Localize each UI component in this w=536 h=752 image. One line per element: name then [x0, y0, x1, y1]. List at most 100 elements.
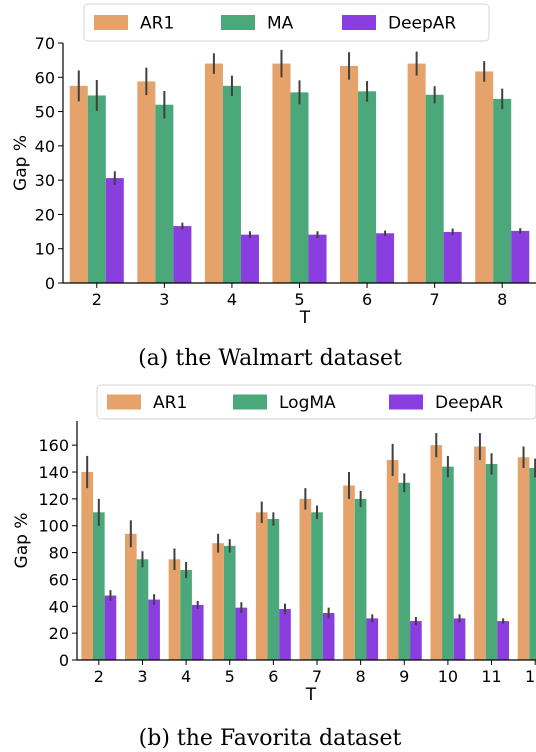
bar-ar1-2	[81, 472, 93, 660]
bar-deepar-3	[173, 226, 192, 283]
bar-deepar-8	[511, 230, 530, 283]
bar-deepar-5	[308, 234, 327, 283]
y-tick-label: 60	[49, 570, 69, 589]
bar-ma-7	[425, 94, 444, 284]
legend-swatch-deepar	[342, 15, 376, 30]
bar-ma-3	[155, 104, 174, 283]
legend-swatch-logma	[233, 394, 267, 410]
legend-label-ar1: AR1	[140, 14, 174, 34]
legend-label-deepar: DeepAR	[388, 14, 456, 34]
bar-ar1-2	[69, 85, 88, 283]
y-tick-label: 30	[35, 171, 55, 190]
legend-swatch-deepar	[389, 394, 423, 410]
legend-swatch-ar1	[94, 15, 128, 30]
x-tick-label: 5	[294, 290, 304, 309]
bar-logma-4	[180, 570, 192, 660]
x-tick-label: 10	[438, 667, 458, 686]
x-tick-label: 6	[268, 667, 278, 686]
x-tick-label: 2	[92, 290, 102, 309]
y-tick-label: 50	[35, 103, 55, 122]
y-tick-label: 40	[49, 597, 69, 616]
bar-ar1-4	[168, 559, 181, 660]
y-tick-label: 140	[38, 463, 69, 482]
bar-deepar-9	[410, 621, 422, 660]
legend-box	[96, 384, 536, 420]
x-tick-label: 9	[399, 667, 409, 686]
legend-label-ar1: AR1	[153, 393, 187, 413]
bar-ar1-8	[343, 485, 355, 660]
bar-logma-2	[93, 512, 105, 660]
walmart-chart: 0 10 20 30 40 50 60 70 2 3 4 5 6 7 8 T Gap % AR1 MA DeepAR	[11, 3, 536, 328]
bar-logma-9	[398, 482, 411, 660]
bar-logma-5	[223, 545, 236, 660]
legend: AR1 LogMA DeepAR	[96, 384, 536, 420]
bar-ar1-9	[386, 459, 399, 660]
bar-deepar-10	[453, 618, 466, 660]
bar-deepar-4	[191, 604, 204, 660]
x-tick-label: 8	[497, 290, 507, 309]
favorita-caption: (b) the Favorita dataset	[139, 726, 402, 751]
y-tick-label: 120	[38, 490, 69, 509]
bar-logma-12	[529, 467, 536, 660]
y-axis-label: Gap %	[11, 135, 31, 191]
bar-ar1-5	[212, 543, 224, 660]
legend-label-ma: MA	[267, 14, 294, 34]
bar-logma-3	[136, 559, 149, 660]
legend-label-logma: LogMA	[279, 393, 336, 413]
x-tick-label: 3	[159, 290, 169, 309]
bar-ar1-12	[517, 457, 530, 660]
bar-logma-7	[311, 512, 323, 660]
y-tick-label: 100	[38, 517, 69, 536]
bar-ma-5	[290, 92, 309, 283]
favorita-chart: 0 20 40 60 80 100 120 140 160 2 3 4 5 6 7 8 9 10 11 12 T Gap …	[12, 384, 536, 705]
bar-logma-8	[354, 498, 367, 660]
bar-deepar-6	[376, 233, 395, 283]
bar-ar1-10	[430, 445, 443, 660]
y-tick-label: 160	[38, 436, 69, 455]
bar-ar1-5	[272, 63, 291, 284]
legend-swatch-ar1	[107, 394, 141, 410]
bar-deepar-7	[443, 231, 462, 283]
y-tick-label: 20	[49, 624, 69, 643]
bar-ar1-4	[204, 63, 223, 284]
x-tick-label: 12	[525, 667, 536, 686]
y-tick-label: 60	[35, 68, 55, 87]
bar-ar1-7	[299, 498, 312, 660]
y-tick-label: 40	[35, 137, 55, 156]
bar-ma-8	[493, 98, 512, 283]
legend-box	[83, 3, 490, 42]
x-tick-label: 3	[137, 667, 147, 686]
bar-ar1-7	[407, 63, 426, 284]
bar-deepar-11	[497, 621, 509, 660]
x-tick-label: 4	[181, 667, 191, 686]
y-tick-label: 70	[35, 34, 55, 53]
x-axis-label: T	[299, 308, 311, 328]
bar-ar1-6	[255, 512, 268, 660]
bar-ar1-6	[340, 65, 359, 283]
x-axis-label: T	[305, 685, 317, 705]
legend-swatch-ma	[221, 15, 255, 30]
legend: AR1 MA DeepAR	[83, 3, 490, 42]
bar-ma-2	[87, 95, 106, 283]
plot-area	[81, 433, 536, 660]
bar-logma-10	[442, 466, 454, 660]
x-tick-label: 5	[225, 667, 235, 686]
bar-deepar-2	[105, 178, 124, 283]
x-tick-label: 11	[481, 667, 501, 686]
x-tick-label: 4	[227, 290, 237, 309]
bar-ar1-8	[475, 71, 494, 283]
bar-deepar-4	[240, 234, 259, 283]
x-tick-label: 7	[430, 290, 440, 309]
bar-ar1-11	[474, 446, 486, 660]
bar-ar1-3	[137, 81, 156, 284]
bar-deepar-6	[279, 608, 291, 660]
legend-label-deepar: DeepAR	[435, 393, 503, 413]
bar-logma-11	[485, 463, 498, 660]
bar-ma-4	[222, 85, 241, 283]
y-tick-label: 0	[59, 651, 69, 670]
bar-logma-6	[267, 519, 280, 660]
y-tick-label: 20	[35, 205, 55, 224]
x-tick-label: 6	[362, 290, 372, 309]
bar-deepar-8	[366, 618, 379, 660]
x-tick-label: 8	[356, 667, 366, 686]
